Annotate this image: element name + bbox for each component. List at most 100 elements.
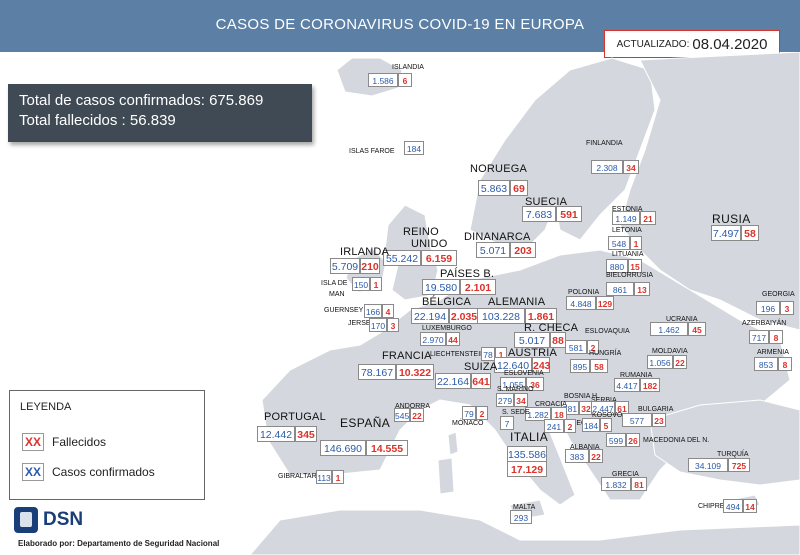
r-checa-name: R. CHECA (524, 322, 579, 334)
monaco-name: MÓNACO (452, 420, 484, 427)
legend-cases: XX Casos confirmados (22, 463, 155, 481)
gibraltar-name: GIBRALTAR (278, 473, 317, 480)
isla-de-man-name-line2: MAN (329, 291, 345, 298)
grecia-deaths-box: 81 (631, 477, 647, 491)
belgica-name: BÉLGICA (422, 296, 472, 308)
cases-swatch: XX (22, 463, 44, 481)
moldavia-deaths-box: 22 (673, 355, 687, 369)
bielorrusia-cases-box: 861 (606, 282, 634, 296)
isla-de-man-cases-box: 150 (352, 277, 370, 291)
grecia-name: GRECIA (612, 471, 639, 478)
austria-cases-box: 12.640 (494, 357, 532, 373)
total-confirmed: Total de casos confirmados: 675.869 (19, 92, 264, 109)
montenegro-deaths-box: 2 (564, 419, 576, 433)
paises-bajos-cases-box: 19.580 (422, 279, 460, 295)
hungria-deaths-box: 58 (590, 359, 608, 373)
macedonia-name: MACEDONIA DEL N. (643, 437, 710, 444)
estonia-deaths-box: 21 (640, 211, 656, 225)
islas-faroe-cases-box: 184 (404, 141, 424, 155)
kosovo-deaths-box: 5 (600, 418, 612, 432)
bulgaria-cases-box: 577 (622, 413, 652, 427)
legend: LEYENDA XX Fallecidos XX Casos confirmad… (9, 390, 205, 500)
bosnia-name: BOSNIA H. (564, 393, 600, 400)
italia-cases-box: 135.586 (507, 446, 547, 462)
noruega-cases-box: 5.863 (478, 180, 510, 196)
islas-faroe-name: ISLAS FAROE (349, 148, 395, 155)
finlandia-cases-box: 2.308 (591, 160, 623, 174)
espana-deaths-box: 14.555 (366, 440, 408, 456)
reino-unido-cases-box: 55.242 (383, 250, 421, 266)
eslovaquia-name: ESLOVAQUIA (585, 328, 630, 335)
ucrania-deaths-box: 45 (688, 322, 706, 336)
islandia-name: ISLANDIA (392, 64, 424, 71)
kosovo-cases-box: 184 (582, 418, 600, 432)
ucrania-cases-box: 1.462 (650, 322, 688, 336)
turquia-deaths-box: 725 (728, 458, 750, 472)
africa-shape (249, 509, 800, 555)
guernsey-name: GUERNSEY (324, 307, 364, 314)
albania-deaths-box: 22 (589, 449, 603, 463)
guernsey-deaths-box: 4 (382, 304, 394, 318)
monaco-cases-box: 79 (462, 406, 476, 420)
reino-unido-name-line2: UNIDO (411, 238, 448, 250)
portugal-deaths-box: 345 (295, 426, 317, 442)
hungria-name: HUNGRÍA (589, 350, 622, 357)
s-sede-name: S. SEDE (502, 409, 530, 416)
austria-name: AUSTRIA (508, 347, 558, 359)
chipre-name: CHIPRE (698, 503, 725, 510)
eslovaquia-deaths-box: 2 (587, 340, 599, 354)
finlandia-name: FINLANDIA (586, 140, 623, 147)
irlanda-deaths-box: 210 (360, 258, 380, 274)
alemania-name: ALEMANIA (488, 296, 546, 308)
suiza-name: SUIZA (464, 361, 498, 373)
azerbaiyan-cases-box: 717 (749, 330, 769, 344)
alemania-deaths-box: 1.861 (525, 308, 557, 324)
turkey-shape (649, 399, 800, 486)
suecia-name: SUECIA (525, 196, 568, 208)
updated-label: ACTUALIZADO: (616, 38, 690, 50)
legend-deaths-label: Fallecidos (52, 435, 107, 449)
eslovenia-cases-box: 1.055 (500, 377, 526, 391)
italia-deaths-box: 17.129 (507, 461, 547, 477)
russia-shape (619, 52, 800, 331)
jersey-name: JERSEY (348, 320, 376, 327)
francia-cases-box: 78.167 (358, 364, 396, 380)
bulgaria-name: BULGARIA (638, 406, 674, 413)
serbia-cases-box: 2.447 (591, 401, 615, 415)
hungria-cases-box: 895 (570, 359, 590, 373)
luxemburgo-name: LUXEMBURGO (422, 325, 472, 332)
gibraltar-cases-box: 113 (316, 470, 332, 484)
espana-name: ESPAÑA (340, 416, 391, 430)
kosovo-name: KOSOVO (592, 412, 623, 419)
jersey-cases-box: 170 (369, 318, 387, 332)
luxemburgo-deaths-box: 44 (446, 332, 460, 346)
s-sede-cases-box: 7 (500, 416, 514, 430)
letonia-name: LETONIA (612, 227, 642, 234)
san-marino-name: S. MARINO (497, 386, 534, 393)
liechtenstein-name: LIECHTENSTEIN (430, 351, 486, 358)
corsica-shape (447, 431, 459, 456)
jersey-deaths-box: 3 (387, 318, 399, 332)
suiza-cases-box: 22.164 (435, 373, 471, 389)
austria-deaths-box: 243 (532, 357, 551, 373)
dinamarca-cases-box: 5.071 (476, 242, 510, 258)
finlandia-deaths-box: 34 (623, 160, 639, 174)
azerbaiyan-deaths-box: 8 (769, 330, 783, 344)
letonia-cases-box: 548 (608, 236, 630, 250)
san-marino-cases-box: 279 (496, 393, 514, 407)
islandia-deaths-box: 6 (398, 73, 412, 87)
reino-unido-deaths-box: 6.159 (421, 250, 457, 266)
eslovaquia-cases-box: 581 (565, 340, 587, 354)
turquia-cases-box: 34.109 (688, 458, 728, 472)
isla-de-man-deaths-box: 1 (370, 277, 382, 291)
albania-name: ALBANIA (570, 444, 600, 451)
serbia-name: SERBIA (591, 397, 617, 404)
malta-cases-box: 293 (510, 510, 532, 524)
guernsey-cases-box: 166 (364, 304, 382, 318)
georgia-deaths-box: 3 (780, 301, 794, 315)
san-marino-deaths-box: 34 (514, 393, 528, 407)
suecia-deaths-box: 591 (556, 206, 582, 222)
irlanda-cases-box: 5.709 (330, 258, 360, 274)
andorra-name: ANDORRA (395, 403, 431, 410)
georgia-name: GEORGIA (762, 291, 795, 298)
